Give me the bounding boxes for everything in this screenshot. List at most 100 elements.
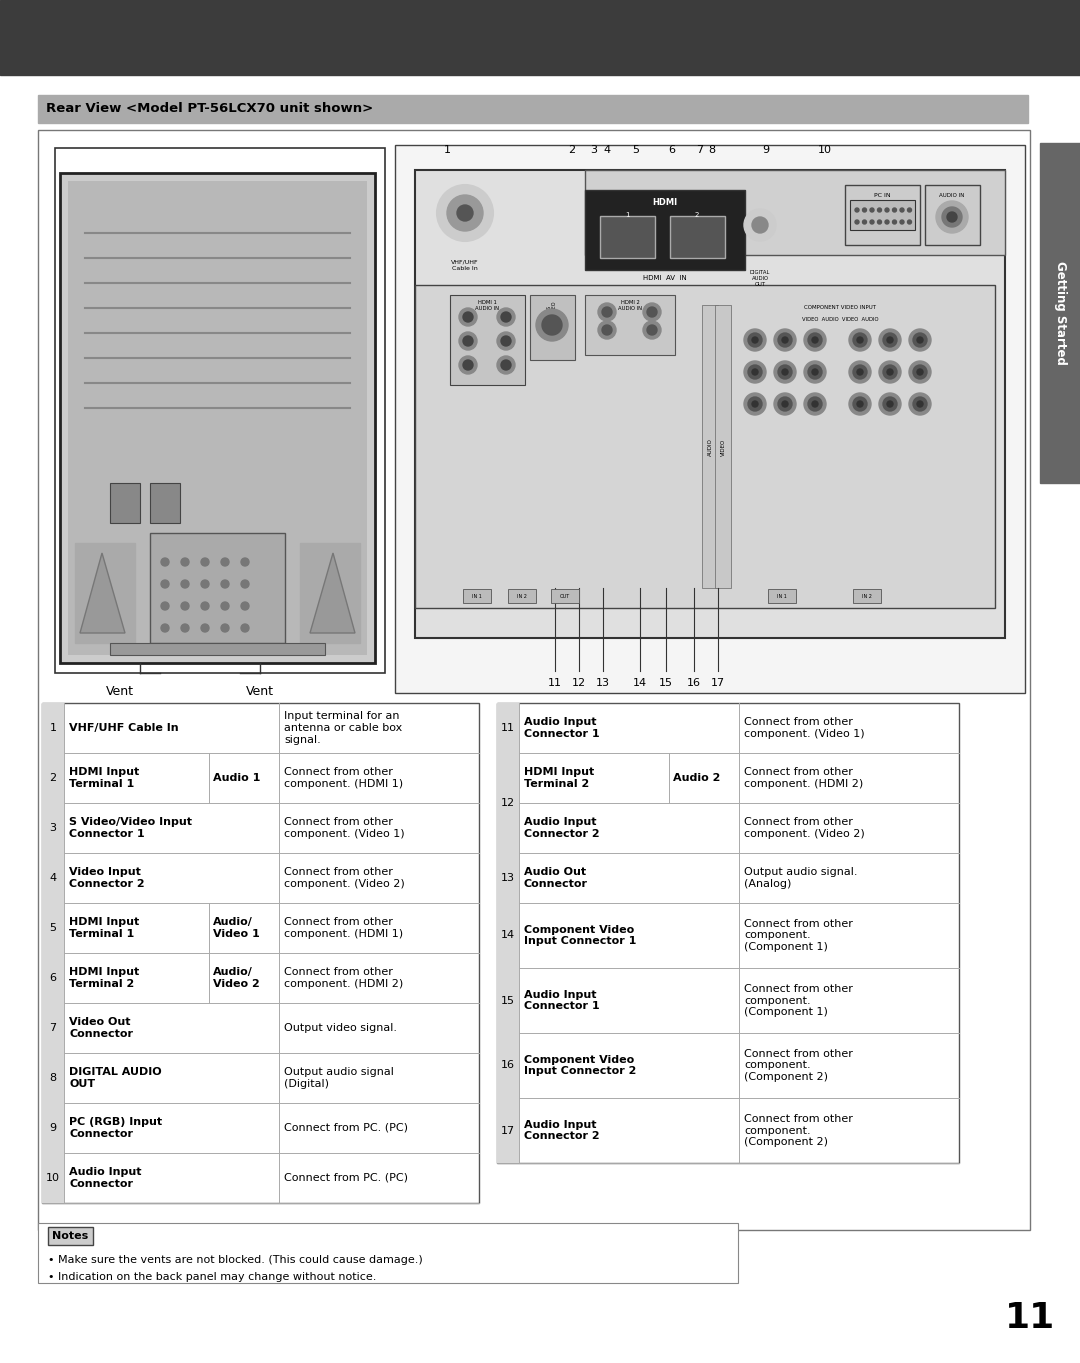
Circle shape bbox=[883, 397, 897, 412]
Text: Audio Input
Connector 2: Audio Input Connector 2 bbox=[524, 1119, 599, 1141]
Text: 12: 12 bbox=[501, 797, 515, 808]
Text: 10: 10 bbox=[46, 1174, 60, 1183]
Bar bbox=[768, 589, 796, 602]
Text: HDMI 2
AUDIO IN: HDMI 2 AUDIO IN bbox=[618, 300, 642, 311]
Bar bbox=[463, 589, 491, 602]
Circle shape bbox=[221, 557, 229, 566]
Circle shape bbox=[459, 308, 477, 326]
Circle shape bbox=[913, 333, 927, 348]
Circle shape bbox=[877, 219, 881, 224]
Circle shape bbox=[778, 333, 792, 348]
Text: 13: 13 bbox=[596, 677, 610, 688]
Circle shape bbox=[457, 204, 473, 221]
Circle shape bbox=[808, 333, 822, 348]
Bar bbox=[497, 703, 519, 752]
Text: 14: 14 bbox=[501, 931, 515, 940]
Circle shape bbox=[885, 219, 889, 224]
Circle shape bbox=[201, 581, 210, 587]
Text: HDMI Input
Terminal 2: HDMI Input Terminal 2 bbox=[524, 767, 594, 789]
Circle shape bbox=[804, 393, 826, 414]
Text: Connect from other
component.
(Component 1): Connect from other component. (Component… bbox=[744, 919, 853, 953]
Text: VIDEO: VIDEO bbox=[720, 439, 726, 455]
Circle shape bbox=[181, 581, 189, 587]
Bar bbox=[1040, 143, 1080, 483]
Text: 1: 1 bbox=[50, 722, 56, 733]
Circle shape bbox=[909, 328, 931, 352]
Text: 5: 5 bbox=[633, 144, 639, 155]
Bar bbox=[42, 904, 64, 953]
Circle shape bbox=[643, 303, 661, 322]
Circle shape bbox=[161, 581, 168, 587]
Bar bbox=[585, 170, 1005, 255]
Text: 7: 7 bbox=[50, 1024, 56, 1033]
Text: 8: 8 bbox=[708, 144, 716, 155]
Bar bbox=[38, 1223, 738, 1283]
Circle shape bbox=[778, 365, 792, 379]
Text: HDMI: HDMI bbox=[652, 198, 677, 207]
Circle shape bbox=[774, 328, 796, 352]
Text: Connect from other
component. (HDMI 1): Connect from other component. (HDMI 1) bbox=[284, 767, 403, 789]
Circle shape bbox=[774, 393, 796, 414]
Bar bbox=[38, 129, 1030, 1229]
Circle shape bbox=[744, 328, 766, 352]
Bar bbox=[715, 305, 731, 587]
Circle shape bbox=[863, 219, 866, 224]
Circle shape bbox=[744, 361, 766, 383]
Bar bbox=[42, 803, 64, 853]
Text: HDMI 1
AUDIO IN: HDMI 1 AUDIO IN bbox=[475, 300, 499, 311]
Circle shape bbox=[812, 337, 818, 343]
Bar bbox=[42, 703, 480, 1204]
Circle shape bbox=[883, 333, 897, 348]
Bar bbox=[38, 95, 1028, 123]
Text: HDMI Input
Terminal 2: HDMI Input Terminal 2 bbox=[69, 968, 139, 988]
Text: 2: 2 bbox=[568, 144, 576, 155]
Text: Audio/
Video 2: Audio/ Video 2 bbox=[213, 968, 260, 988]
Text: Audio Input
Connector 1: Audio Input Connector 1 bbox=[524, 990, 599, 1011]
Text: 12: 12 bbox=[572, 677, 586, 688]
Circle shape bbox=[181, 602, 189, 611]
Bar bbox=[600, 215, 654, 258]
Circle shape bbox=[849, 393, 870, 414]
Circle shape bbox=[221, 602, 229, 611]
Circle shape bbox=[858, 369, 863, 375]
Text: 9: 9 bbox=[762, 144, 770, 155]
Circle shape bbox=[913, 397, 927, 412]
Circle shape bbox=[647, 307, 657, 318]
Text: S
VIDEO: S VIDEO bbox=[546, 300, 557, 315]
Text: Audio Input
Connector 2: Audio Input Connector 2 bbox=[524, 818, 599, 838]
Bar bbox=[42, 1003, 64, 1054]
Circle shape bbox=[221, 581, 229, 587]
Text: Video Input
Connector 2: Video Input Connector 2 bbox=[69, 867, 145, 889]
Text: • Indication on the back panel may change without notice.: • Indication on the back panel may chang… bbox=[48, 1272, 376, 1283]
Bar bbox=[508, 589, 536, 602]
Text: Connect from other
component.
(Component 1): Connect from other component. (Component… bbox=[744, 984, 853, 1017]
Circle shape bbox=[241, 581, 249, 587]
Text: COMPONENT VIDEO INPUT: COMPONENT VIDEO INPUT bbox=[804, 305, 876, 309]
Circle shape bbox=[942, 207, 962, 228]
Text: 3: 3 bbox=[591, 144, 597, 155]
Text: 9: 9 bbox=[50, 1123, 56, 1133]
Circle shape bbox=[752, 337, 758, 343]
Bar bbox=[845, 185, 920, 245]
Circle shape bbox=[501, 337, 511, 346]
Bar bbox=[497, 1099, 519, 1163]
Text: Notes: Notes bbox=[52, 1231, 89, 1240]
Bar bbox=[42, 752, 64, 803]
Text: DIGITAL AUDIO
OUT: DIGITAL AUDIO OUT bbox=[69, 1067, 162, 1089]
Circle shape bbox=[221, 624, 229, 632]
Bar bbox=[150, 533, 285, 643]
Text: Audio/
Video 1: Audio/ Video 1 bbox=[213, 917, 260, 939]
Circle shape bbox=[542, 315, 562, 335]
Text: OUT: OUT bbox=[559, 593, 570, 598]
Text: Audio 1: Audio 1 bbox=[213, 773, 260, 782]
Text: Output video signal.: Output video signal. bbox=[284, 1024, 397, 1033]
Circle shape bbox=[201, 624, 210, 632]
Circle shape bbox=[598, 322, 616, 339]
Text: IN 1: IN 1 bbox=[778, 593, 787, 598]
Bar bbox=[0, 0, 1080, 75]
Bar bbox=[415, 285, 995, 608]
Circle shape bbox=[782, 401, 788, 408]
Circle shape bbox=[909, 361, 931, 383]
Circle shape bbox=[858, 337, 863, 343]
Circle shape bbox=[752, 217, 768, 233]
